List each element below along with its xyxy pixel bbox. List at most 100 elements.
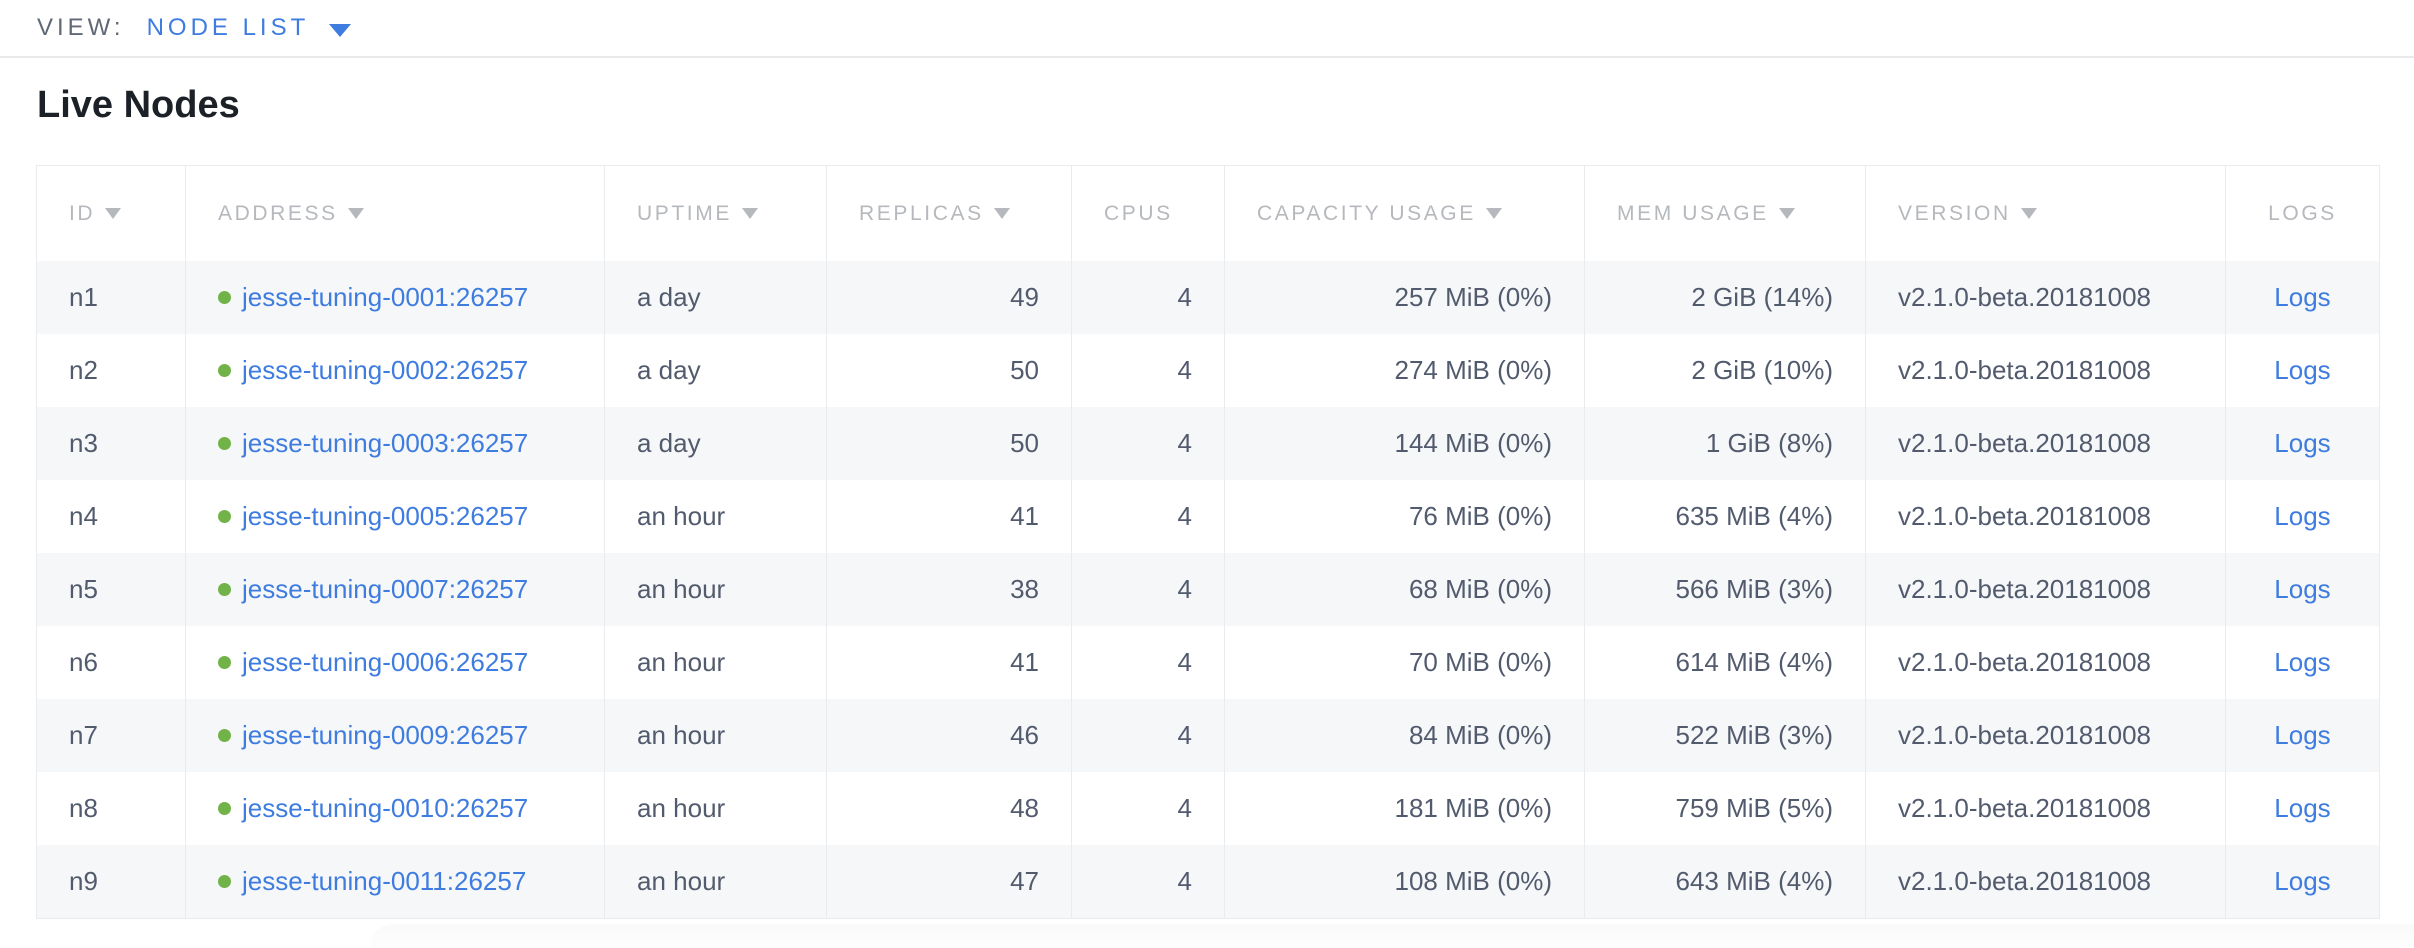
- cell-logs: Logs: [2225, 845, 2380, 919]
- cell-capacity-usage: 108 MiB (0%): [1224, 845, 1585, 919]
- column-header-replicas[interactable]: REPLICAS: [826, 165, 1072, 261]
- logs-link[interactable]: Logs: [2274, 793, 2331, 823]
- address-link[interactable]: jesse-tuning-0011:26257: [242, 866, 527, 896]
- logs-link[interactable]: Logs: [2274, 282, 2331, 312]
- cell-replicas: 38: [826, 553, 1072, 626]
- cell-logs: Logs: [2225, 407, 2380, 480]
- address-link[interactable]: jesse-tuning-0003:26257: [242, 428, 529, 458]
- cell-replicas: 41: [826, 626, 1072, 699]
- address-link[interactable]: jesse-tuning-0009:26257: [242, 720, 529, 750]
- sort-arrow-icon: [1485, 207, 1502, 219]
- column-header-label: CPUS: [1104, 201, 1173, 225]
- cell-mem-usage: 614 MiB (4%): [1584, 626, 1866, 699]
- address-link[interactable]: jesse-tuning-0002:26257: [242, 355, 529, 385]
- cell-logs: Logs: [2225, 261, 2380, 334]
- cell-address: jesse-tuning-0005:26257: [185, 480, 605, 553]
- address-link[interactable]: jesse-tuning-0007:26257: [242, 574, 529, 604]
- cell-node-id: n7: [36, 699, 186, 772]
- cell-cpus: 4: [1071, 553, 1225, 626]
- live-status-icon: [218, 363, 231, 377]
- logs-link[interactable]: Logs: [2274, 501, 2331, 531]
- column-header-logs[interactable]: LOGS: [2225, 165, 2380, 261]
- table-row: n9 jesse-tuning-0011:26257 an hour 47 4 …: [36, 845, 2380, 919]
- logs-link[interactable]: Logs: [2274, 355, 2331, 385]
- cell-address: jesse-tuning-0001:26257: [185, 261, 605, 334]
- cell-mem-usage: 522 MiB (3%): [1584, 699, 1866, 772]
- cell-address: jesse-tuning-0007:26257: [185, 553, 605, 626]
- cell-uptime: an hour: [604, 480, 827, 553]
- column-header-label: ADDRESS: [218, 201, 338, 225]
- cell-capacity-usage: 274 MiB (0%): [1224, 334, 1585, 407]
- table-row: n7 jesse-tuning-0009:26257 an hour 46 4 …: [36, 699, 2380, 772]
- cell-cpus: 4: [1071, 334, 1225, 407]
- view-selected-value: NODE LIST: [146, 14, 310, 41]
- cell-cpus: 4: [1071, 626, 1225, 699]
- logs-link[interactable]: Logs: [2274, 866, 2331, 896]
- sort-arrow-icon: [1778, 207, 1795, 219]
- live-nodes-table: ID ADDRESS UPTIME REPLICAS CPUS CAPACITY USAG…: [36, 165, 2380, 919]
- cell-mem-usage: 759 MiB (5%): [1584, 772, 1866, 845]
- cell-mem-usage: 566 MiB (3%): [1584, 553, 1866, 626]
- column-header-id[interactable]: ID: [36, 165, 186, 261]
- column-header-version[interactable]: VERSION: [1865, 165, 2226, 261]
- cell-mem-usage: 2 GiB (14%): [1584, 261, 1866, 334]
- view-selector-dropdown[interactable]: NODE LIST: [147, 14, 352, 42]
- cell-uptime: a day: [604, 407, 827, 480]
- cell-node-id: n3: [36, 407, 186, 480]
- cell-address: jesse-tuning-0011:26257: [185, 845, 605, 919]
- address-link[interactable]: jesse-tuning-0001:26257: [242, 282, 529, 312]
- live-status-icon: [218, 728, 231, 742]
- column-header-cpus[interactable]: CPUS: [1071, 165, 1225, 261]
- cell-node-id: n5: [36, 553, 186, 626]
- column-header-mem[interactable]: MEM USAGE: [1584, 165, 1866, 261]
- column-header-capacity[interactable]: CAPACITY USAGE: [1224, 165, 1585, 261]
- cell-cpus: 4: [1071, 772, 1225, 845]
- live-status-icon: [218, 801, 231, 815]
- cell-address: jesse-tuning-0009:26257: [185, 699, 605, 772]
- column-header-uptime[interactable]: UPTIME: [604, 165, 827, 261]
- cell-address: jesse-tuning-0006:26257: [185, 626, 605, 699]
- column-header-label: UPTIME: [637, 201, 732, 225]
- table-row: n5 jesse-tuning-0007:26257 an hour 38 4 …: [36, 553, 2380, 626]
- live-status-icon: [218, 874, 231, 888]
- cell-uptime: an hour: [604, 772, 827, 845]
- sort-arrow-icon: [993, 207, 1010, 219]
- logs-link[interactable]: Logs: [2274, 720, 2331, 750]
- cell-version: v2.1.0-beta.20181008: [1865, 772, 2226, 845]
- cell-address: jesse-tuning-0003:26257: [185, 407, 605, 480]
- cell-replicas: 41: [826, 480, 1072, 553]
- cell-logs: Logs: [2225, 699, 2380, 772]
- table-row: n4 jesse-tuning-0005:26257 an hour 41 4 …: [36, 480, 2380, 553]
- column-header-label: VERSION: [1898, 201, 2011, 225]
- cell-uptime: a day: [604, 334, 827, 407]
- live-status-icon: [218, 436, 231, 450]
- cell-replicas: 50: [826, 407, 1072, 480]
- address-link[interactable]: jesse-tuning-0005:26257: [242, 501, 529, 531]
- cell-version: v2.1.0-beta.20181008: [1865, 626, 2226, 699]
- cell-capacity-usage: 84 MiB (0%): [1224, 699, 1585, 772]
- logs-link[interactable]: Logs: [2274, 647, 2331, 677]
- cell-mem-usage: 2 GiB (10%): [1584, 334, 1866, 407]
- cell-node-id: n4: [36, 480, 186, 553]
- cell-address: jesse-tuning-0010:26257: [185, 772, 605, 845]
- cell-capacity-usage: 257 MiB (0%): [1224, 261, 1585, 334]
- cell-capacity-usage: 68 MiB (0%): [1224, 553, 1585, 626]
- cell-version: v2.1.0-beta.20181008: [1865, 407, 2226, 480]
- logs-link[interactable]: Logs: [2274, 428, 2331, 458]
- table-row: n2 jesse-tuning-0002:26257 a day 50 4 27…: [36, 334, 2380, 407]
- live-status-icon: [218, 655, 231, 669]
- page-title: Live Nodes: [37, 84, 240, 126]
- cell-mem-usage: 643 MiB (4%): [1584, 845, 1866, 919]
- table-row: n1 jesse-tuning-0001:26257 a day 49 4 25…: [36, 261, 2380, 334]
- cell-cpus: 4: [1071, 699, 1225, 772]
- cell-capacity-usage: 181 MiB (0%): [1224, 772, 1585, 845]
- column-header-address[interactable]: ADDRESS: [185, 165, 605, 261]
- address-link[interactable]: jesse-tuning-0010:26257: [242, 793, 529, 823]
- table-row: n8 jesse-tuning-0010:26257 an hour 48 4 …: [36, 772, 2380, 845]
- cell-uptime: an hour: [604, 845, 827, 919]
- next-section-edge: [370, 924, 2414, 948]
- address-link[interactable]: jesse-tuning-0006:26257: [242, 647, 529, 677]
- column-header-label: CAPACITY USAGE: [1257, 201, 1476, 225]
- logs-link[interactable]: Logs: [2274, 574, 2331, 604]
- sort-arrow-icon: [741, 207, 758, 219]
